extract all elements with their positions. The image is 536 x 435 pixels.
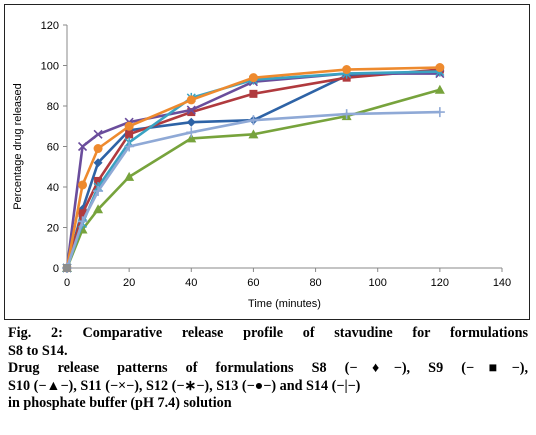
chart-axes: 0 20 40 60 80 100 120 0 20 40 60 80 100 120 140 bbox=[41, 20, 512, 289]
data-point-s8 bbox=[186, 117, 196, 127]
caption-line-3: Drug release patterns of formulations S8… bbox=[8, 360, 528, 377]
data-point-s13 bbox=[186, 95, 196, 105]
caption-line-4: S10 (−▲−), S11 (−×−), S12 (−∗−), S13 (−●… bbox=[8, 377, 361, 394]
data-point-s9 bbox=[78, 209, 87, 218]
data-point-s13 bbox=[435, 63, 445, 73]
series-s9 bbox=[63, 65, 444, 272]
data-point-s14 bbox=[341, 109, 352, 120]
data-point-s9 bbox=[125, 130, 134, 139]
x-axis-title: Time (minutes) bbox=[248, 298, 321, 310]
x-tick-label: 120 bbox=[431, 277, 449, 289]
caption-line-1: Fig. 2: Comparative release profile of s… bbox=[8, 325, 528, 341]
y-tick-label: 80 bbox=[47, 101, 59, 113]
y-tick-label: 40 bbox=[47, 182, 59, 194]
series-s11 bbox=[62, 69, 445, 273]
data-point-s11 bbox=[186, 105, 196, 115]
x-tick-label: 20 bbox=[123, 277, 135, 289]
x-tick-label: 140 bbox=[493, 277, 511, 289]
y-axis-title: Percentage drug released bbox=[12, 83, 24, 210]
series-line-s13 bbox=[65, 66, 440, 269]
series-s13 bbox=[62, 63, 445, 273]
x-tick-label: 60 bbox=[247, 277, 259, 289]
data-point-s11 bbox=[77, 141, 88, 152]
data-point-s9 bbox=[249, 89, 258, 98]
data-point-s10 bbox=[124, 171, 135, 181]
data-point-s14 bbox=[434, 107, 445, 118]
data-point-s11 bbox=[93, 129, 103, 139]
y-tick-label: 20 bbox=[47, 223, 59, 235]
data-point-s14 bbox=[124, 141, 135, 152]
data-point-s8 bbox=[93, 158, 103, 168]
x-tick-label: 80 bbox=[309, 277, 321, 289]
caption-line-2: S8 to S14. bbox=[8, 342, 68, 359]
x-tick-label: 40 bbox=[185, 277, 197, 289]
data-point-s10 bbox=[248, 129, 259, 139]
series-s8 bbox=[62, 67, 445, 273]
data-point-s14 bbox=[248, 115, 259, 126]
y-tick-label: 0 bbox=[53, 263, 59, 275]
data-point-s13 bbox=[124, 121, 134, 131]
origin-point bbox=[63, 264, 71, 272]
data-point-s14 bbox=[77, 216, 88, 227]
data-point-s13 bbox=[248, 73, 258, 83]
data-point-s13 bbox=[93, 144, 103, 154]
series-line-s14 bbox=[65, 110, 440, 269]
x-tick-label: 100 bbox=[369, 277, 387, 289]
y-tick-label: 100 bbox=[41, 61, 59, 73]
data-point-s10 bbox=[186, 133, 197, 143]
data-point-s14 bbox=[186, 127, 197, 138]
data-point-s14 bbox=[93, 186, 104, 197]
x-tick-label: 0 bbox=[64, 277, 70, 289]
caption-line-5: in phosphate buffer (pH 7.4) solution bbox=[8, 395, 232, 412]
series-line-s11 bbox=[65, 72, 440, 269]
line-chart: 0 20 40 60 80 100 120 0 20 40 60 80 100 120 140 Time (… bbox=[12, 20, 512, 310]
data-point-s13 bbox=[342, 65, 352, 75]
y-tick-label: 60 bbox=[47, 142, 59, 154]
data-point-s9 bbox=[94, 176, 103, 185]
chart-frame: 0 20 40 60 80 100 120 0 20 40 60 80 100 120 140 Time (… bbox=[4, 4, 530, 320]
data-point-s10 bbox=[434, 84, 445, 94]
data-point-s10 bbox=[93, 204, 104, 214]
data-point-s13 bbox=[78, 180, 88, 190]
series-line-s12 bbox=[65, 70, 440, 269]
data-point-s9 bbox=[187, 108, 196, 117]
series-line-s9 bbox=[65, 68, 441, 269]
series-line-s8 bbox=[65, 70, 440, 269]
chart-series-layer bbox=[62, 63, 445, 273]
figure-caption: Fig. 2: Comparative release profile of s… bbox=[8, 325, 528, 413]
y-tick-label: 120 bbox=[41, 20, 59, 32]
